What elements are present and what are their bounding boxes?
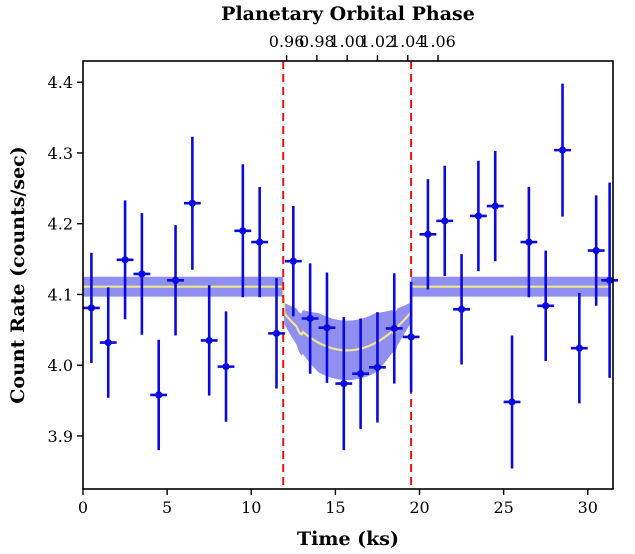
data-point: [453, 254, 470, 365]
data-point: [369, 312, 386, 423]
point-marker: [87, 304, 96, 312]
point-marker: [171, 276, 180, 284]
data-point: [385, 273, 403, 384]
x-axis-title: Time (ks): [297, 528, 399, 550]
model-curve-layer: [83, 285, 610, 352]
plot-frame: [82, 60, 614, 490]
data-point: [537, 250, 555, 361]
model-curve: [83, 285, 610, 352]
point-marker: [542, 302, 550, 310]
point-marker: [306, 314, 314, 323]
x-tick-label: 5: [162, 498, 172, 517]
point-marker: [121, 256, 129, 264]
data-point: [301, 263, 319, 374]
ticks-layer: 0 5 10 15 20 25 303.94.04.14.24.34.40.960.981.…: [48, 32, 598, 517]
data-point: [251, 186, 269, 298]
point-marker: [104, 338, 112, 347]
point-marker: [407, 333, 415, 341]
point-marker: [457, 305, 466, 313]
data-points-layer: [83, 83, 619, 469]
x-tick-label: 20: [409, 498, 429, 517]
data-point: [419, 179, 437, 290]
data-point: [486, 150, 504, 262]
top-x-tick-label: 1.02: [360, 32, 396, 51]
y-tick-label: 4.4: [48, 73, 73, 92]
x-tick-label: 0: [78, 498, 88, 517]
point-marker: [575, 344, 583, 352]
data-point: [268, 278, 285, 389]
data-point: [318, 272, 336, 383]
point-marker: [188, 199, 196, 207]
point-marker: [373, 363, 382, 371]
point-marker: [323, 324, 331, 332]
y-tick-label: 4.1: [48, 285, 73, 304]
data-point: [217, 311, 235, 422]
data-point: [503, 335, 521, 469]
point-marker: [390, 324, 398, 333]
data-point: [402, 281, 420, 393]
data-point: [587, 195, 605, 306]
data-point: [116, 200, 134, 320]
top-x-tick-label: 1.04: [390, 32, 426, 51]
point-marker: [155, 391, 163, 399]
top-x-tick-label: 1.06: [420, 32, 456, 51]
model-uncertainty-band-layer: [83, 276, 610, 381]
data-point: [83, 252, 100, 364]
point-marker: [205, 336, 213, 345]
data-point: [284, 206, 302, 317]
data-point: [150, 339, 168, 451]
point-marker: [606, 276, 614, 284]
x-tick-label: 15: [325, 498, 345, 517]
data-point: [335, 317, 353, 451]
data-point: [167, 225, 184, 336]
data-point: [520, 186, 538, 298]
point-marker: [474, 212, 482, 220]
point-marker: [340, 379, 348, 388]
y-tick-label: 4.0: [48, 356, 73, 375]
point-marker: [222, 363, 230, 371]
transit-boundary-layer: [282, 61, 413, 489]
point-marker: [357, 370, 365, 378]
y-axis-title: Count Rate (counts/sec): [7, 146, 29, 403]
point-marker: [491, 202, 499, 210]
data-point: [554, 83, 571, 217]
point-marker: [508, 398, 516, 406]
data-point: [183, 136, 201, 270]
data-point: [99, 287, 117, 398]
top-x-tick-label: 0.98: [299, 32, 335, 51]
x-tick-label: 10: [241, 498, 261, 517]
x-tick-label: 25: [493, 498, 513, 517]
point-marker: [289, 257, 297, 265]
y-tick-label: 3.9: [48, 427, 73, 446]
point-marker: [424, 230, 432, 238]
point-marker: [592, 246, 600, 255]
data-point: [133, 213, 151, 335]
model-uncertainty-band: [83, 276, 610, 381]
point-marker: [525, 238, 533, 246]
top-x-tick-label: 1.00: [329, 32, 365, 51]
point-marker: [138, 270, 146, 278]
point-marker: [256, 238, 264, 246]
data-point: [234, 164, 252, 298]
x-tick-label: 30: [578, 498, 598, 517]
y-tick-label: 4.3: [48, 144, 73, 163]
top-axis-title: Planetary Orbital Phase: [221, 3, 475, 25]
top-x-tick-label: 0.96: [269, 32, 305, 51]
data-point: [436, 165, 454, 277]
point-marker: [239, 227, 247, 235]
point-marker: [272, 329, 281, 337]
data-point: [352, 318, 370, 429]
data-point: [469, 160, 487, 272]
y-tick-label: 4.2: [48, 215, 73, 234]
data-point: [570, 293, 588, 404]
data-point: [601, 182, 619, 378]
point-marker: [558, 146, 567, 154]
point-marker: [441, 217, 449, 225]
data-point: [200, 285, 218, 396]
